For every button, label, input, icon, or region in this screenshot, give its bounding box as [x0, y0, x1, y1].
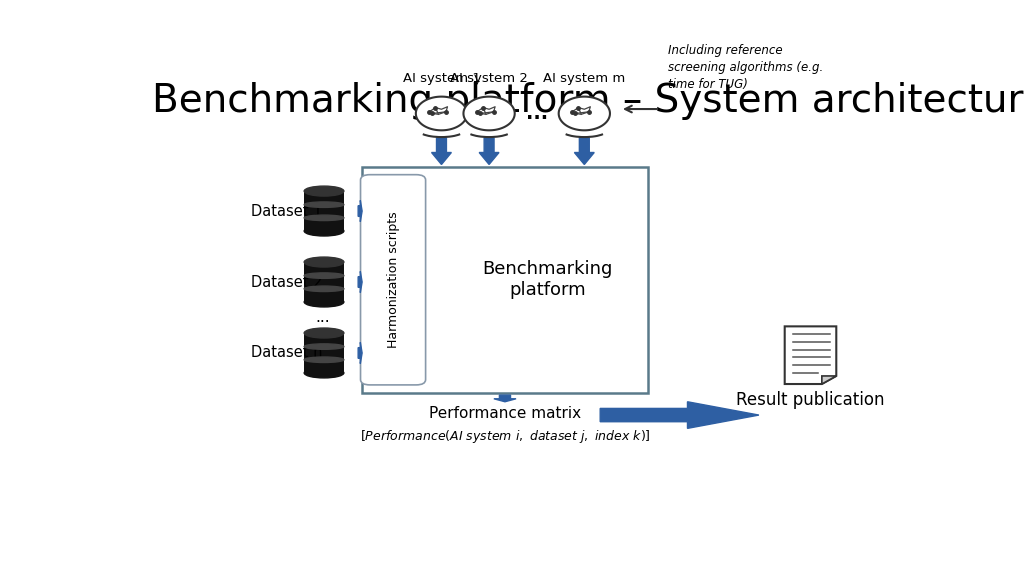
Polygon shape	[464, 97, 515, 130]
Text: Harmonization scripts: Harmonization scripts	[387, 211, 399, 348]
FancyBboxPatch shape	[577, 130, 593, 137]
Polygon shape	[559, 97, 610, 130]
Ellipse shape	[304, 357, 344, 362]
Text: ...: ...	[315, 310, 330, 325]
Polygon shape	[358, 342, 362, 363]
Text: Benchmarking platform – System architecture: Benchmarking platform – System architect…	[152, 82, 1024, 120]
Polygon shape	[784, 327, 837, 384]
FancyBboxPatch shape	[304, 191, 344, 231]
FancyBboxPatch shape	[304, 333, 344, 373]
Text: Dataset 1: Dataset 1	[251, 203, 323, 218]
Text: Result publication: Result publication	[736, 391, 885, 409]
Text: Performance matrix: Performance matrix	[429, 406, 581, 421]
Ellipse shape	[304, 226, 344, 236]
Text: [$\it{Performance(AI\ system\ i,\ dataset\ j,\ index\ k)}$]: [$\it{Performance(AI\ system\ i,\ datase…	[359, 429, 650, 445]
Text: AI system 2: AI system 2	[451, 71, 528, 85]
Text: Benchmarking
platform: Benchmarking platform	[482, 260, 613, 299]
FancyBboxPatch shape	[362, 166, 648, 393]
Ellipse shape	[304, 344, 344, 349]
Polygon shape	[479, 138, 499, 165]
Polygon shape	[431, 138, 452, 165]
Text: AI system 1: AI system 1	[402, 71, 480, 85]
Text: Including reference
screening algorithms (e.g.
time for TUG): Including reference screening algorithms…	[668, 44, 823, 92]
Ellipse shape	[304, 286, 344, 291]
FancyBboxPatch shape	[481, 130, 498, 137]
Text: ...: ...	[525, 104, 548, 123]
Ellipse shape	[304, 273, 344, 278]
Polygon shape	[600, 402, 759, 429]
Ellipse shape	[304, 257, 344, 267]
Ellipse shape	[304, 202, 344, 207]
Polygon shape	[358, 271, 362, 293]
FancyBboxPatch shape	[304, 262, 344, 302]
Polygon shape	[574, 138, 594, 165]
Text: Dataset 2: Dataset 2	[251, 275, 323, 290]
Ellipse shape	[304, 328, 344, 338]
Polygon shape	[358, 200, 362, 222]
Ellipse shape	[304, 215, 344, 221]
Polygon shape	[822, 376, 837, 384]
FancyBboxPatch shape	[433, 130, 450, 137]
Text: Dataset n: Dataset n	[251, 346, 323, 361]
Text: AI system m: AI system m	[543, 71, 626, 85]
Polygon shape	[494, 395, 516, 402]
Ellipse shape	[304, 186, 344, 196]
FancyBboxPatch shape	[360, 175, 426, 385]
Polygon shape	[416, 97, 467, 130]
Ellipse shape	[304, 368, 344, 378]
Ellipse shape	[304, 297, 344, 307]
